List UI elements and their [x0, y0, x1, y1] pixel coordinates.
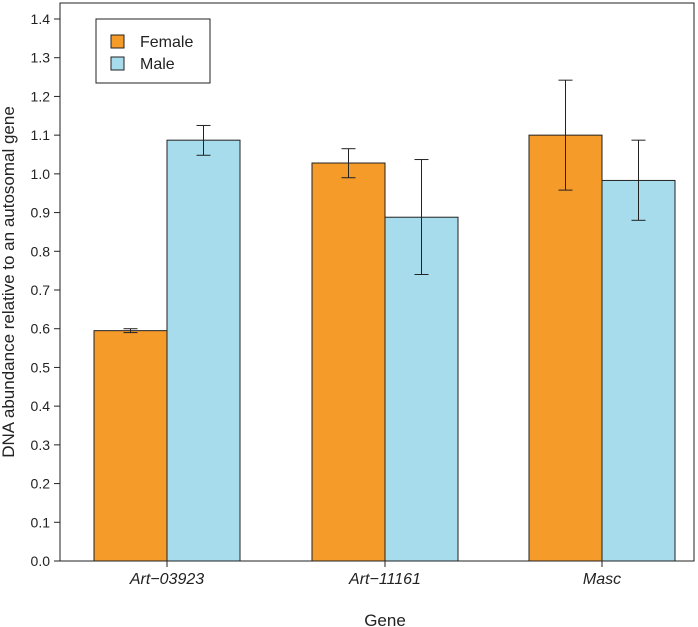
x-tick-label-2: Masc [583, 571, 621, 588]
y-tick-label-0.5: 0.5 [31, 359, 51, 375]
legend-label-male: Male [140, 56, 175, 73]
bar-female-2 [528, 134, 603, 562]
x-axis: Art−03923 Art−11161 Masc [129, 561, 621, 588]
y-tick-label-1.4: 1.4 [31, 11, 51, 27]
y-axis: 0.0 0.1 0.2 0.3 0.4 0.5 0.6 0.7 0.8 0.9 1.0 1.1 1.2 1… [31, 11, 60, 569]
y-tick-label-0.3: 0.3 [31, 437, 51, 453]
legend-swatch-female [110, 34, 125, 49]
bar-male-2 [601, 179, 676, 562]
x-axis-title: Gene [364, 611, 406, 627]
y-tick-label-0.6: 0.6 [31, 321, 51, 337]
y-tick-label-0.4: 0.4 [31, 398, 51, 414]
y-tick-label-1.0: 1.0 [31, 166, 51, 182]
y-tick-label-1.3: 1.3 [31, 50, 51, 66]
bar-female-0 [93, 330, 168, 562]
y-tick-label-1.2: 1.2 [31, 88, 51, 104]
y-tick-label-0.2: 0.2 [31, 476, 51, 492]
bars [93, 134, 676, 562]
y-tick-label-0.1: 0.1 [31, 514, 51, 530]
legend-box [95, 18, 211, 84]
y-tick-label-0.8: 0.8 [31, 243, 51, 259]
legend-swatch-male [110, 56, 125, 71]
y-tick-label-0.0: 0.0 [31, 553, 51, 569]
error-bars [123, 79, 646, 334]
y-tick-label-0.7: 0.7 [31, 282, 51, 298]
bar-male-0 [166, 139, 241, 562]
y-tick-label-1.1: 1.1 [31, 127, 51, 143]
legend-label-female: Female [140, 34, 193, 51]
x-tick-label-1: Art−11161 [348, 571, 421, 588]
bar-female-1 [311, 162, 386, 562]
legend: Female Male [95, 18, 211, 84]
y-tick-label-0.9: 0.9 [31, 205, 51, 221]
y-axis-title: DNA abundance relative to an autosomal g… [0, 106, 18, 458]
x-tick-label-0: Art−03923 [129, 571, 204, 588]
